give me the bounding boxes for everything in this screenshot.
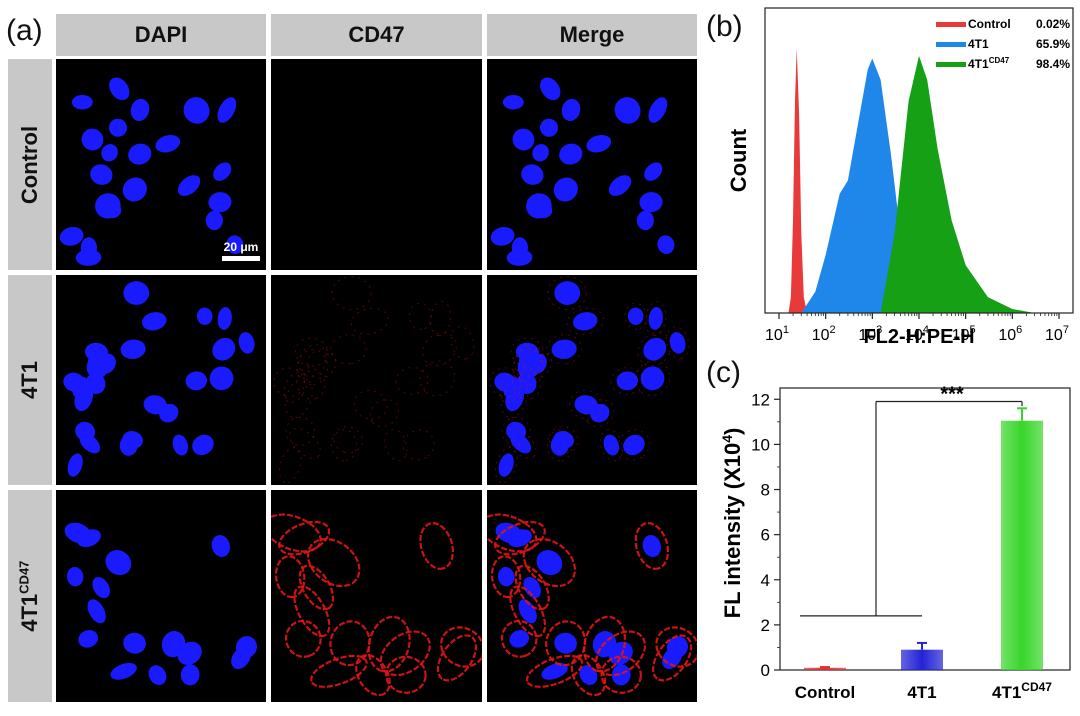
x-axis-label: FL2-H:PE-H xyxy=(863,326,974,348)
legend-percent-2: 98.4% xyxy=(1036,57,1070,71)
y-tick-label-1: 2 xyxy=(761,616,770,635)
histogram-series-2 xyxy=(880,55,1035,314)
row-header-4t1: 4T1 xyxy=(8,275,52,485)
column-header-merge: Merge xyxy=(487,14,697,56)
panel-label-a: (a) xyxy=(6,14,43,47)
column-header-cd47: CD47 xyxy=(271,14,482,56)
legend-swatch-0 xyxy=(936,22,966,27)
x-tick-label-4: 105 xyxy=(952,324,976,344)
scale-bar: 20 μm xyxy=(218,240,264,261)
micrograph-control-dapi xyxy=(56,59,266,270)
legend-percent-0: 0.02% xyxy=(1036,17,1070,31)
row-header-control: Control xyxy=(8,59,52,270)
y-axis-label: FL intensity (X104) xyxy=(719,428,745,619)
x-tick-label-0: 101 xyxy=(765,324,789,344)
x-tick-label-2: 103 xyxy=(858,324,882,344)
y-tick-label-4: 8 xyxy=(761,481,770,500)
panel-label-c: (c) xyxy=(706,356,741,389)
scale-bar-label: 20 μm xyxy=(223,240,259,254)
x-tick-label-1: 102 xyxy=(812,324,836,344)
micrograph-4t1-cd47 xyxy=(271,275,482,485)
bar-0 xyxy=(804,667,846,670)
panel-label-b: (b) xyxy=(706,10,743,43)
significance-label: *** xyxy=(940,384,964,406)
micrograph-control-cd47 xyxy=(271,59,482,270)
x-tick-label-3: 104 xyxy=(905,324,929,344)
bar-2 xyxy=(1001,420,1043,670)
micrograph-4t1-cd47-merge xyxy=(487,490,697,702)
x-tick-label-6: 107 xyxy=(1045,324,1069,344)
legend-swatch-2 xyxy=(936,62,966,67)
bar-1 xyxy=(901,649,943,670)
legend-percent-1: 65.9% xyxy=(1036,37,1070,51)
flow-cytometry-histogram: 101 102 103 104 105 106 107 FL2-H:PE-H Count Cont… xyxy=(726,7,1074,348)
x-tick-label-2: 4T1CD47 xyxy=(992,680,1052,702)
x-tick-label-5: 106 xyxy=(998,324,1022,344)
legend-label-2: 4T1CD47 xyxy=(968,56,1010,71)
fl-intensity-bar-chart: 0 2 4 6 8 10 12 FL intensity (X104) Control 4T1 4T… xyxy=(719,384,1071,702)
column-header-dapi: DAPI xyxy=(56,14,266,56)
legend: Control 0.02% 4T1 65.9% 4T1CD47 98.4% xyxy=(936,17,1070,71)
y-tick-label-2: 4 xyxy=(761,571,770,590)
y-tick-label-5: 10 xyxy=(751,435,770,454)
histogram-series-0 xyxy=(788,48,808,313)
y-tick-label-3: 6 xyxy=(761,526,770,545)
x-tick-label-0: Control xyxy=(795,683,855,702)
x-tick-label-1: 4T1 xyxy=(907,683,936,702)
micrograph-4t1-cd47-cd47 xyxy=(271,490,482,702)
micrograph-4t1-merge xyxy=(487,275,697,485)
legend-swatch-1 xyxy=(936,42,966,47)
y-tick-label-6: 12 xyxy=(751,390,770,409)
y-tick-label-0: 0 xyxy=(761,661,770,680)
row-header-4t1-cd47: 4T1CD47 xyxy=(8,490,52,702)
micrograph-4t1-cd47-dapi xyxy=(56,490,266,702)
legend-label-1: 4T1 xyxy=(968,37,989,51)
y-axis-label: Count xyxy=(726,128,751,192)
micrograph-4t1-dapi xyxy=(56,275,266,485)
micrograph-control-merge xyxy=(487,59,697,270)
histogram-series-1 xyxy=(801,58,919,313)
legend-label-0: Control xyxy=(968,17,1011,31)
